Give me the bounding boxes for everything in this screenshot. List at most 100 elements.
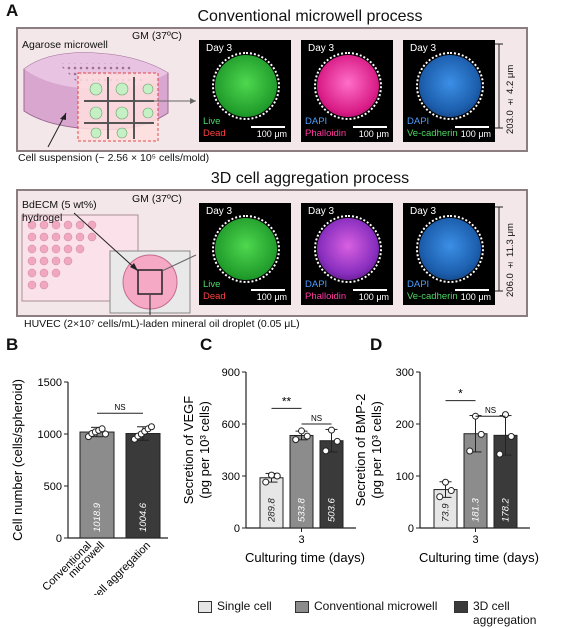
chart-d-data-point: [496, 450, 504, 458]
chart-c-significance-label: NS: [311, 414, 322, 423]
scale-bar: [251, 289, 285, 291]
chart-c-data-point: [322, 447, 330, 455]
chart-d-y-tick-label: 200: [396, 419, 414, 431]
day-label: Day 3: [206, 206, 233, 217]
chart-c-value-label: 533.8: [297, 498, 308, 522]
chart-legend: Single cell Conventional microwell 3D ce…: [198, 597, 558, 627]
diameter-bracket-1: [495, 43, 503, 129]
chart-d-significance-label: NS: [485, 406, 496, 415]
stain-label-dapi: DAPI: [305, 116, 328, 127]
scale-bar: [455, 126, 489, 128]
legend-swatch-single-cell: [198, 601, 212, 613]
legend-label-3d-cell-aggregation: 3D cell aggregation: [473, 599, 537, 627]
chart-b-y-tick-label: 1000: [38, 429, 62, 441]
chart-d-data-point: [507, 432, 515, 440]
legend-label-single-cell: Single cell: [217, 599, 272, 613]
scale-bar: [251, 126, 285, 128]
scale-bar-label: 100 μm: [358, 129, 389, 139]
chart-c-significance-label: **: [282, 394, 292, 408]
scale-bar-label: 100 μm: [256, 292, 287, 302]
chart-d-bmp2-secretion: 0 100 200 300 73.9 181.3 178.2 * NS 3 Culturing ti…: [353, 367, 539, 565]
chart-d-data-point: [466, 447, 474, 455]
chart-d-value-label: 73.9: [441, 503, 452, 522]
chart-b-data-point: [98, 425, 106, 433]
chart-c-data-point: [333, 437, 341, 445]
micrograph-dapi-phalloidin-aggregation: Day 3 DAPI Phalloidin 100 μm: [301, 203, 393, 305]
chart-d-data-point: [442, 478, 449, 486]
legend-swatch-3d-cell-aggregation: [454, 601, 468, 613]
micrograph-dapi-vecadherin-aggregation: Day 3 DAPI Ve-cadherin 100 μm: [403, 203, 495, 305]
chart-d-significance-label: *: [458, 387, 463, 401]
chart-b-data-point: [148, 423, 155, 431]
chart-b-y-tick-label: 500: [44, 481, 62, 493]
chart-d-x-axis-title: Culturing time (days): [419, 550, 539, 565]
legend-label-conventional-microwell: Conventional microwell: [314, 599, 438, 613]
panel-label-c: C: [200, 335, 213, 354]
panel-label-b: B: [6, 335, 19, 354]
scale-bar: [353, 289, 387, 291]
chart-c-data-point: [328, 426, 335, 434]
scale-bar-label: 100 μm: [256, 129, 287, 139]
panel-label-a: A: [6, 1, 19, 20]
chart-c-data-point: [262, 478, 270, 486]
chart-b-y-tick-label: 0: [56, 533, 62, 545]
chart-c-y-axis-title-line2: (pg per 10³ cells): [197, 401, 212, 499]
day-label: Day 3: [308, 206, 335, 217]
diameter-label-conventional: 203.0 ± 4.2 μm: [505, 64, 516, 134]
chart-c-y-axis-title-line1: Secretion of VEGF: [181, 396, 196, 504]
chart-d-value-label: 178.2: [501, 498, 512, 522]
panel-label-d: D: [370, 335, 383, 354]
day-label: Day 3: [308, 43, 335, 54]
huvec-droplet-label: HUVEC (2×10⁷ cells/mL)-laden mineral oil…: [24, 318, 300, 330]
bdecm-label-line2: hydrogel: [22, 212, 63, 224]
chart-c-x-axis-title: Culturing time (days): [245, 550, 365, 565]
chart-b-bar: [79, 431, 115, 539]
chart-c-data-point: [303, 432, 311, 440]
chart-c-value-label: 503.6: [327, 498, 338, 522]
chart-d-data-point: [436, 493, 444, 501]
chart-c-data-point: [298, 427, 305, 435]
stain-label-live: Live: [203, 116, 221, 127]
stain-label-live: Live: [203, 279, 221, 290]
stain-label-ve-cadherin: Ve-cadherin: [407, 291, 458, 302]
agarose-microwell-label: Agarose microwell: [22, 39, 108, 51]
scale-bar: [455, 289, 489, 291]
gm-temperature-label-1: GM (37ºC): [132, 30, 182, 42]
cell-suspension-label: Cell suspension (~ 2.56 × 10⁵ cells/mold…: [18, 152, 210, 164]
micrograph-dapi-vecadherin-conventional: Day 3 DAPI Ve-cadherin 100 μm: [403, 40, 495, 142]
stain-label-dead: Dead: [203, 128, 226, 139]
chart-d-y-tick-label: 0: [408, 523, 414, 535]
aggregation-process-title: 3D cell aggregation process: [210, 170, 410, 187]
chart-b-y-tick-label: 1500: [38, 377, 62, 389]
chart-d-y-axis-title-line1: Secretion of BMP-2: [353, 394, 368, 507]
chart-c-y-tick-label: 900: [222, 367, 240, 379]
chart-b-data-point: [102, 430, 109, 438]
legend-swatch-conventional-microwell: [295, 601, 309, 613]
stain-label-dapi: DAPI: [407, 279, 430, 290]
scale-bar-label: 100 μm: [460, 292, 491, 302]
micrograph-live-dead-conventional: Day 3 Live Dead 100 μm: [199, 40, 291, 142]
chart-d-value-label: 181.3: [471, 498, 482, 522]
scale-bar-label: 100 μm: [358, 292, 389, 302]
stain-label-ve-cadherin: Ve-cadherin: [407, 128, 458, 139]
chart-d-y-axis-title-line2: (pg per 10³ cells): [369, 401, 384, 499]
chart-d-data-point: [502, 411, 509, 419]
stain-label-phalloidin: Phalloidin: [305, 128, 347, 139]
chart-b-value-label: 1004.6: [138, 502, 149, 532]
bdecm-label-line1: BdECM (5 wt%): [22, 199, 97, 211]
chart-b-y-axis-title: Cell number (cells/spheroid): [10, 379, 25, 541]
chart-c-data-point: [268, 471, 275, 479]
day-label: Day 3: [410, 206, 437, 217]
chart-c-data-point: [292, 436, 300, 444]
stain-label-phalloidin: Phalloidin: [305, 291, 347, 302]
chart-b-value-label: 1018.9: [92, 502, 103, 532]
chart-c-vegf-secretion: 0 300 600 900 289.8 533.8 503.6 ** NS 3 Culturing …: [181, 367, 365, 565]
chart-b-cell-number: 0 500 1000 1500 1018.9 1004.6 NS Cell number (c…: [10, 377, 168, 595]
conventional-process-title: Conventional microwell process: [197, 8, 423, 25]
chart-c-y-tick-label: 0: [234, 523, 240, 535]
micrograph-dapi-phalloidin-conventional: Day 3 DAPI Phalloidin 100 μm: [301, 40, 393, 142]
chart-d-y-tick-label: 100: [396, 471, 414, 483]
chart-d-x-tick-label: 3: [472, 534, 478, 546]
day-label: Day 3: [206, 43, 233, 54]
chart-c-value-label: 289.8: [267, 498, 278, 523]
